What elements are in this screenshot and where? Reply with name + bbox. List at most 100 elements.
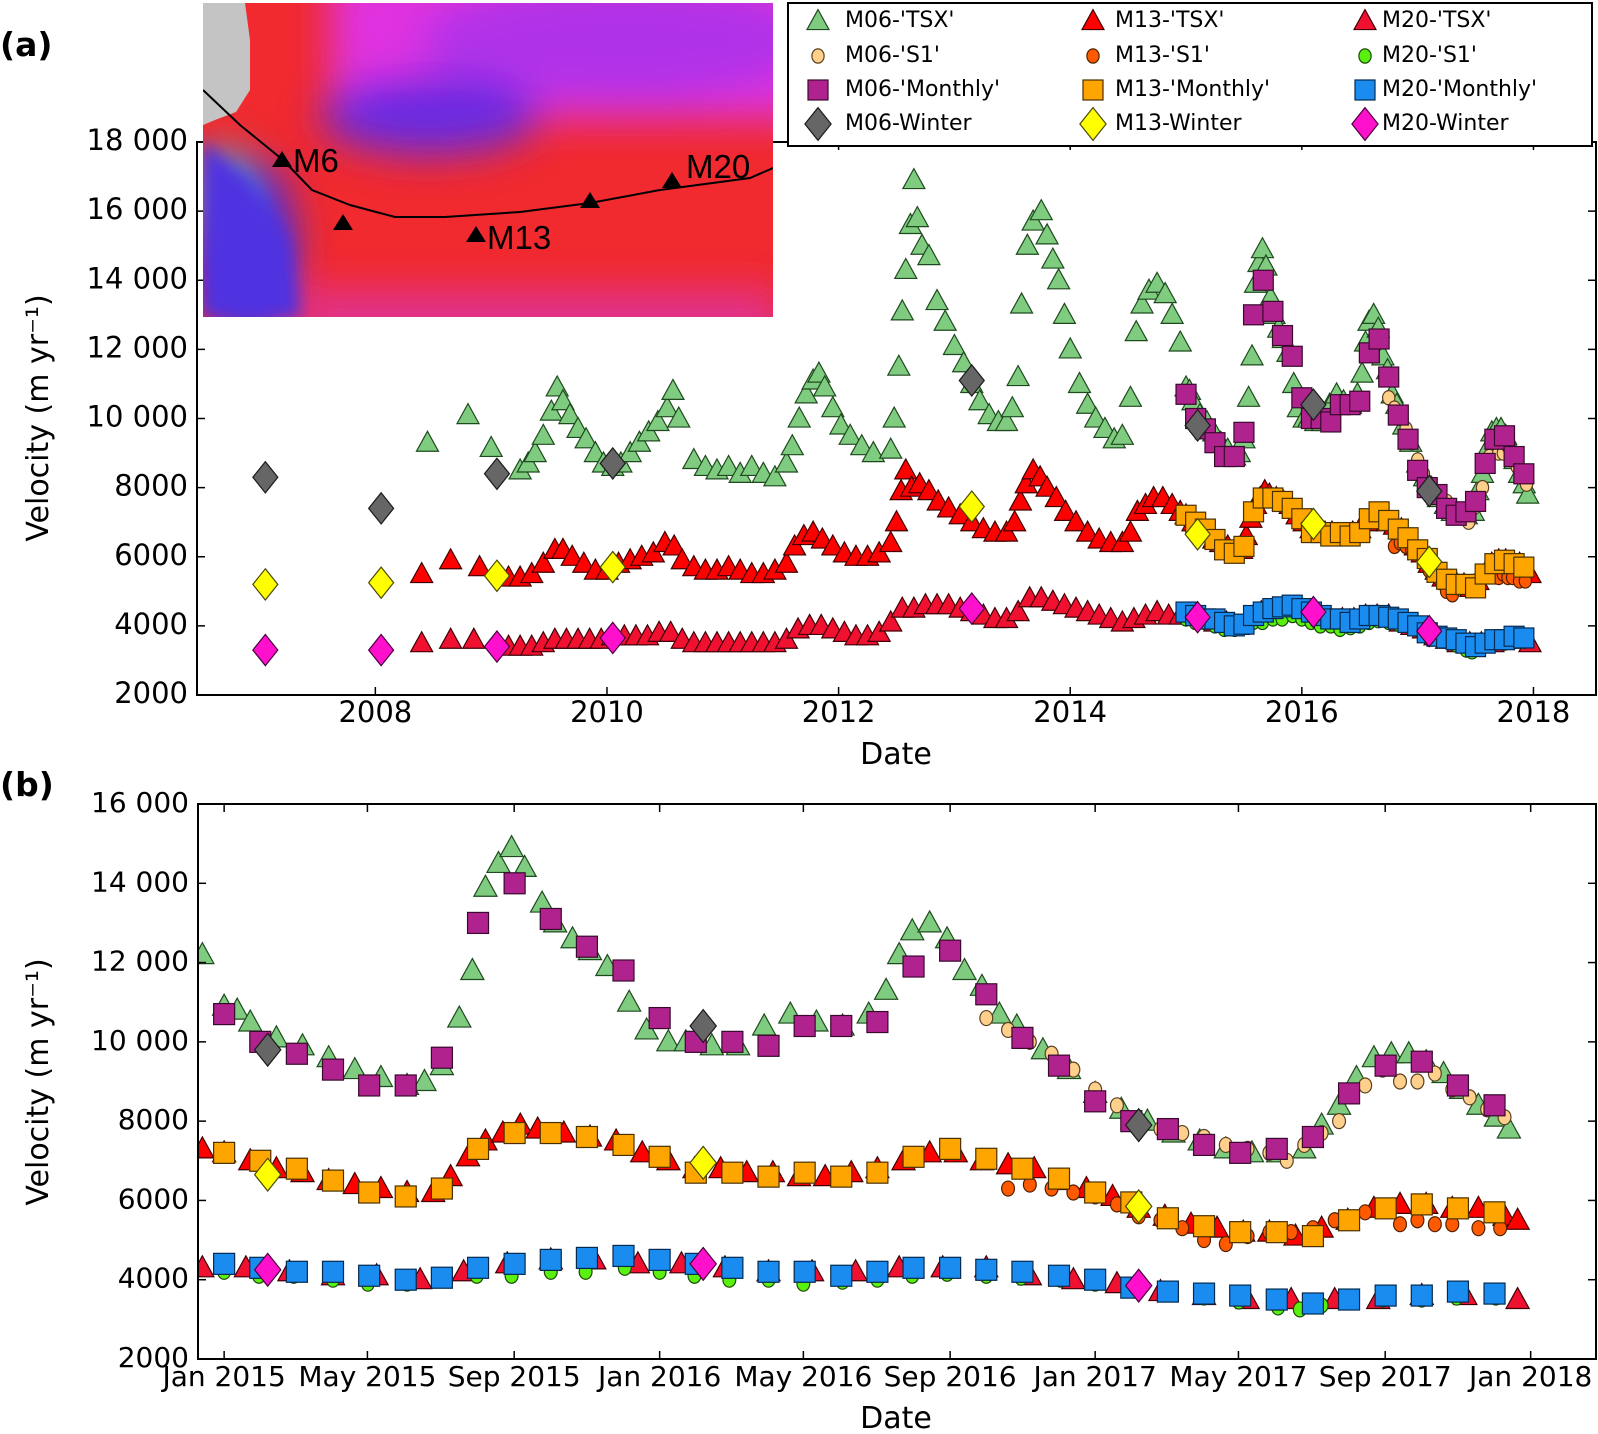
m13-monthly-point [1156,1207,1179,1230]
y-tick-label: 18 000 [87,123,188,157]
m06-winter-point [253,1032,282,1068]
legend-label: M20-'TSX' [1382,8,1491,33]
m06-tsx-point [1515,481,1540,504]
m06-tsx-point [716,454,741,477]
m06-tsx-point [1075,392,1100,414]
legend-label: M20-Winter [1382,111,1510,136]
m20-monthly-point [321,1260,345,1283]
m13-tsx-point [670,547,695,570]
legend-frame [787,2,1593,147]
m13-s1-point [1471,1220,1486,1237]
m06-monthly-point [1387,404,1409,426]
x-tick-label: Sep 2016 [884,1360,1017,1393]
m06-monthly-point [575,935,599,958]
panel-a-ylabel: Velocity (m yr⁻¹) [21,294,56,541]
m06-tsx-point [485,850,512,874]
m06-tsx-point [794,381,819,404]
m20-winter-point [599,621,627,655]
m13-monthly-point [1483,1201,1506,1224]
y-tick-label: 6000 [114,538,188,572]
m06-monthly-point [1047,1054,1071,1077]
m06-tsx-point [1124,319,1149,342]
x-tick-label: 2014 [1033,695,1107,729]
m13-monthly-point [466,1137,490,1160]
m20-monthly-point [358,1264,381,1287]
m13-s1-point [1001,1180,1016,1197]
m20-winter-point [1184,600,1211,634]
m20-monthly-point [1410,1284,1433,1307]
y-tick-label: 2000 [114,676,188,710]
m13-monthly-point [1301,1225,1325,1248]
m13-tsx-point [936,495,961,518]
m06-tsx-point [499,834,525,858]
m06-monthly-point [1301,1125,1325,1149]
m06-tsx-point [655,1028,681,1052]
m13-monthly-point [1084,1181,1107,1204]
legend-label: M13-Winter [1115,111,1243,136]
m06-monthly-point [1011,1026,1034,1049]
m20-winter-point [483,630,511,664]
m06-monthly-point [1349,390,1371,412]
legend-label: M06-'Monthly' [845,77,1000,102]
m13-monthly-point [612,1133,635,1157]
m06-monthly-point [539,907,562,931]
m06-tsx-point [1067,371,1092,394]
m13-monthly-point [1011,1157,1034,1180]
series-m13-winter [253,1145,1153,1224]
m06-tsx-point [550,388,575,411]
m06-tsx-point [1361,302,1386,324]
m06-tsx-point [1015,233,1040,255]
m13-winter-point [1184,517,1211,551]
m06-tsx-point [751,1012,777,1036]
m20-monthly-point [721,1256,744,1279]
m06-tsx-point [882,405,907,428]
m13-monthly-point [1265,1221,1288,1244]
m06-tsx-point [890,298,915,321]
m13-tsx-point [1075,519,1100,542]
m06-monthly-point [1397,428,1419,450]
legend-item-m20-winter: M20-Winter [1351,106,1510,142]
m13-monthly-point [1513,556,1535,578]
m06-monthly-point [1446,1074,1470,1097]
map-inset: M6 M13 M20 [203,3,773,317]
legend-circle-icon [1086,48,1100,64]
m13-winter-point [958,490,986,524]
legend-triangle-icon [1080,8,1106,31]
x-tick-label: May 2016 [734,1360,872,1393]
m06-tsx-point [787,405,812,428]
m20-monthly-point [503,1252,526,1275]
series-m20-tsx [198,1246,1531,1310]
series-m06-monthly [1175,269,1535,526]
m20-monthly-point [612,1244,635,1268]
panel-a-axes: 2008 2010 2012 2014 2016 2018 2000 4000 6000 8000… [21,123,1597,772]
m13-tsx-point [409,561,434,584]
m13-winter-point [599,550,627,584]
m06-monthly-point [793,1014,816,1038]
m06-tsx-point [472,874,499,897]
m20-monthly-point [1229,1284,1252,1307]
panel-b-ylabel: Velocity (m yr⁻¹) [21,958,56,1205]
m13-monthly-point [430,1177,453,1200]
m20-monthly-point [902,1256,925,1279]
legend-square-icon [1354,79,1376,101]
m06-monthly-point [1378,366,1400,388]
legend-diamond-icon [1079,106,1107,142]
m20-monthly-point [648,1248,671,1271]
y-tick-label: 12 000 [91,945,189,978]
m13-winter-point [1124,1189,1153,1224]
map-station-marker [580,192,600,208]
m13-tsx-point [571,551,596,573]
m13-winter-point [689,1145,718,1181]
m13-winter-point [252,567,279,601]
y-tick-label: 2000 [118,1341,189,1374]
legend-label: M06-'S1' [845,43,940,68]
m06-tsx-point [917,909,943,933]
y-tick-label: 16 000 [87,192,188,226]
m06-tsx-point [1009,291,1034,314]
legend-item-m06-monthly: M06-'Monthly' [807,77,1000,102]
m06-tsx-point [899,917,925,941]
m13-tsx-point [531,551,556,573]
m20-tsx-point [409,630,434,653]
m06-monthly-point [648,1006,671,1030]
m13-monthly-point [866,1161,889,1184]
